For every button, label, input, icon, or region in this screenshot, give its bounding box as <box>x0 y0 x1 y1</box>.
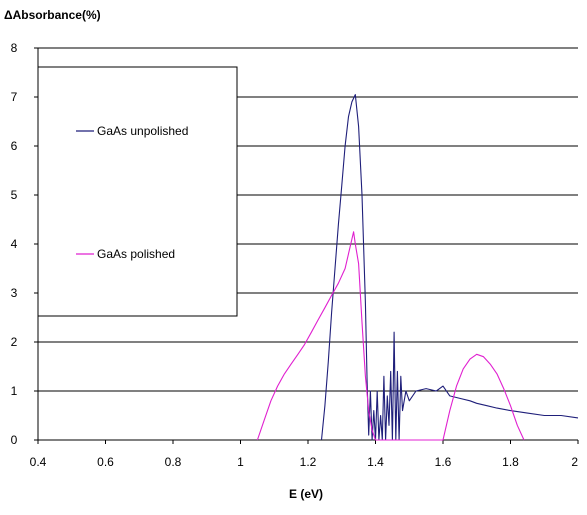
y-tick-label: 2 <box>11 335 18 349</box>
series-lines <box>256 94 579 441</box>
y-tick-label: 7 <box>11 90 18 104</box>
legend: GaAs unpolished GaAs polished <box>37 66 238 317</box>
x-tick-label: 1.6 <box>435 455 452 469</box>
x-tick-label: 1.8 <box>502 455 519 469</box>
legend-label-unpolished: GaAs unpolished <box>97 124 188 138</box>
y-tick-label: 5 <box>11 188 18 202</box>
series-line-gaas-unpolished <box>320 94 579 441</box>
series-line-gaas-polished <box>256 231 525 441</box>
y-tick-label: 0 <box>11 433 18 447</box>
y-tick-label: 3 <box>11 286 18 300</box>
x-tick-label: 0.4 <box>30 455 47 469</box>
x-tick-label: 2 <box>571 455 578 469</box>
x-tick-label: 1.4 <box>367 455 384 469</box>
y-axis-title: ΔAbsorbance(%) <box>4 8 101 22</box>
y-tick-label: 4 <box>11 237 18 251</box>
legend-label-polished: GaAs polished <box>97 247 175 261</box>
x-tick-label: 0.8 <box>165 455 182 469</box>
x-tick-label: 0.6 <box>97 455 114 469</box>
y-tick-label: 8 <box>11 41 18 55</box>
x-tick-label: 1 <box>237 455 244 469</box>
x-tick-label: 1.2 <box>300 455 317 469</box>
y-tick-label: 6 <box>11 139 18 153</box>
x-axis-title: E (eV) <box>289 487 323 501</box>
y-tick-label: 1 <box>11 384 18 398</box>
legend-box <box>37 66 238 317</box>
